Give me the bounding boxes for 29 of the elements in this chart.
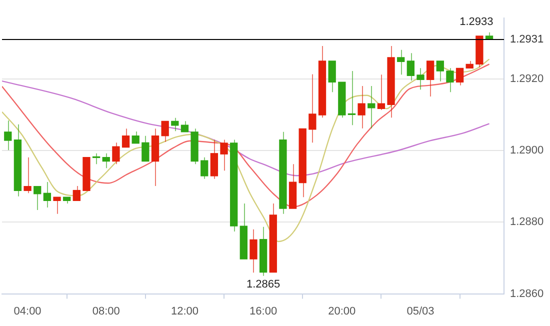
candlestick (161, 120, 169, 142)
x-tick-label: 05/03 (406, 305, 434, 318)
candlestick (180, 120, 189, 132)
candlestick (466, 60, 474, 68)
candlestick (456, 68, 464, 86)
ref-line-label: 1.2931 (510, 34, 544, 46)
candlestick (132, 131, 140, 144)
candlestick (112, 142, 120, 165)
x-tick-label: 04:00 (14, 305, 42, 318)
candlestick (200, 156, 208, 180)
candlestick (171, 117, 179, 132)
x-tick-label: 12:00 (170, 305, 198, 318)
annotation: 1.2865 (246, 278, 280, 290)
y-tick-label: 1.2920 (510, 72, 544, 85)
candlestick (122, 128, 130, 148)
y-tick-label: 1.2880 (510, 216, 544, 228)
candlestick (72, 185, 80, 202)
x-tick-label: 16:00 (250, 305, 278, 318)
candlestick (476, 36, 484, 68)
candlestick (63, 196, 71, 204)
annotation: 1.2933 (460, 16, 494, 28)
candlestick (142, 135, 150, 162)
y-tick-label: 1.2900 (510, 144, 544, 157)
x-tick-label: 20:00 (328, 305, 356, 318)
x-tick-label: 08:00 (92, 305, 120, 318)
y-tick-label: 1.2860 (510, 288, 544, 300)
candlestick (338, 82, 346, 118)
candlestick (190, 128, 198, 165)
candlestick (230, 139, 238, 232)
